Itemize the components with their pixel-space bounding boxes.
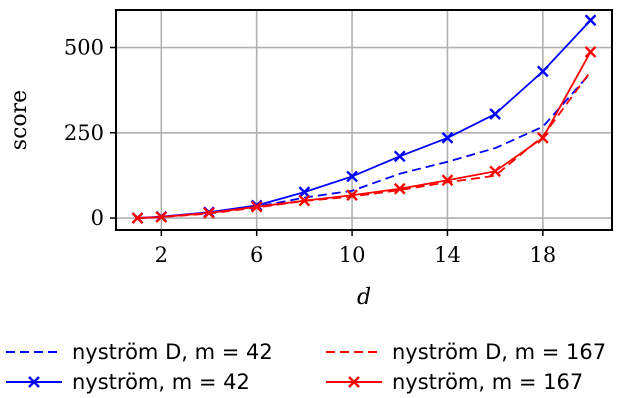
data-point <box>489 165 502 178</box>
data-point <box>584 14 597 27</box>
series-3 <box>131 46 597 224</box>
legend-label: nyström D, m = 42 <box>72 340 273 364</box>
legend-item: nyström D, m = 167 <box>326 340 606 364</box>
data-point <box>203 207 215 219</box>
data-point <box>393 182 406 195</box>
y-axis-label: score <box>7 90 32 150</box>
data-point <box>155 211 168 223</box>
x-tick-label: 2 <box>155 243 168 267</box>
legend-label: nyström, m = 167 <box>392 370 583 394</box>
data-point <box>489 108 502 120</box>
y-tick-label: 250 <box>64 121 104 145</box>
legend-marker <box>348 376 360 388</box>
data-point <box>298 194 311 207</box>
data-point <box>393 150 406 163</box>
data-point <box>536 132 549 144</box>
data-point <box>298 186 311 198</box>
y-tick-label: 0 <box>91 206 104 230</box>
legend-item: nyström, m = 167 <box>326 370 583 394</box>
y-tick-label: 500 <box>64 36 104 60</box>
data-point <box>250 200 263 213</box>
x-tick-label: 18 <box>529 243 556 267</box>
series-2 <box>137 70 592 219</box>
series-1 <box>131 14 597 224</box>
data-point <box>584 46 597 58</box>
data-point <box>536 65 549 78</box>
series-line <box>137 19 592 219</box>
series-line <box>137 70 592 219</box>
legend-label: nyström, m = 42 <box>72 370 250 394</box>
x-tick-label: 10 <box>339 243 366 267</box>
x-tick-label: 6 <box>250 243 263 267</box>
data-point <box>441 132 454 144</box>
x-axis-label: d <box>357 285 371 310</box>
data-point <box>131 212 144 224</box>
series-0 <box>137 72 592 219</box>
x-tick-label: 14 <box>434 243 461 267</box>
series-layer <box>131 14 597 224</box>
legend-label: nyström D, m = 167 <box>392 340 606 364</box>
grid <box>116 10 612 230</box>
data-point <box>346 170 358 183</box>
series-line <box>137 72 592 219</box>
legend: nyström D, m = 42 nyström D, m = 167 nystr… <box>6 340 606 394</box>
data-point <box>346 189 358 202</box>
legend-item: nyström, m = 42 <box>6 370 250 394</box>
legend-marker <box>28 376 40 388</box>
ticks: 2 6 10 14 18 0 250 500 <box>64 36 556 267</box>
legend-item: nyström D, m = 42 <box>6 340 273 364</box>
data-point <box>441 174 454 187</box>
plot-frame <box>115 9 613 231</box>
